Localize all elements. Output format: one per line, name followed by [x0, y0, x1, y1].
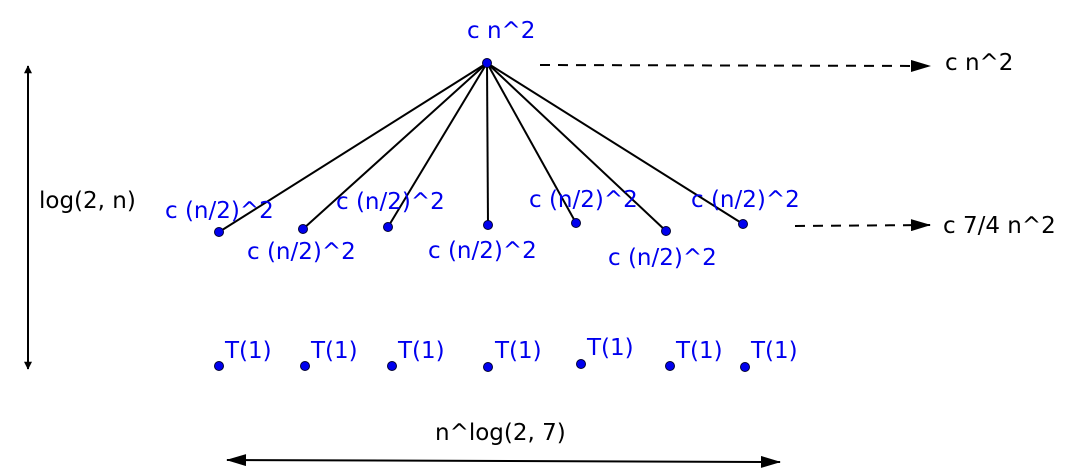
- height-label: log(2, n): [39, 188, 136, 214]
- leaf-node-2: [300, 361, 310, 371]
- children-level-cost-label: c 7/4 n^2: [943, 213, 1056, 239]
- width-arrow: [226, 454, 781, 468]
- leaf-label-1: T(1): [224, 338, 272, 364]
- edge-root-child-4: [486, 62, 489, 226]
- edge-root-child-7: [486, 62, 744, 225]
- leaf-label-5: T(1): [586, 335, 634, 361]
- child-node-5: [571, 218, 581, 228]
- child-node-3: [383, 222, 393, 232]
- leaf-label-4: T(1): [494, 338, 542, 364]
- child-node-7: [738, 219, 748, 229]
- root-label: c n^2: [467, 18, 535, 44]
- child-node-2: [298, 224, 308, 234]
- child-node-1: [214, 227, 224, 237]
- leaf-node-4: [483, 362, 493, 372]
- child-label-6: c (n/2)^2: [608, 245, 717, 271]
- leaf-node-7: [740, 362, 750, 372]
- child-label-3: c (n/2)^2: [336, 189, 445, 215]
- child-labels: c (n/2)^2 c (n/2)^2 c (n/2)^2 c (n/2)^2 …: [165, 187, 800, 271]
- child-node-6: [661, 226, 671, 236]
- edge-root-child-5: [486, 62, 577, 224]
- leaf-label-2: T(1): [310, 338, 358, 364]
- children-level-cost-arrow: [794, 219, 931, 232]
- child-label-1: c (n/2)^2: [165, 198, 274, 224]
- child-label-7: c (n/2)^2: [691, 187, 800, 213]
- child-label-4: c (n/2)^2: [428, 238, 537, 264]
- leaf-node-5: [576, 359, 586, 369]
- leaf-label-7: T(1): [750, 338, 798, 364]
- child-node-4: [483, 220, 493, 230]
- edge-root-child-3: [387, 62, 488, 228]
- edge-root-child-6: [486, 62, 667, 232]
- leaf-labels: T(1) T(1) T(1) T(1) T(1) T(1) T(1): [224, 335, 798, 364]
- root-level-cost-arrow: [539, 59, 931, 72]
- root-level-cost-label: c n^2: [945, 50, 1013, 76]
- child-label-5: c (n/2)^2: [529, 187, 638, 213]
- edge-root-child-2: [302, 62, 488, 230]
- leaf-node-3: [387, 361, 397, 371]
- child-nodes: [214, 218, 748, 237]
- leaf-node-1: [214, 361, 224, 371]
- edge-root-child-1: [218, 62, 488, 233]
- root-node: [482, 58, 492, 68]
- leaf-label-6: T(1): [675, 338, 723, 364]
- leaf-node-6: [665, 361, 675, 371]
- child-label-2: c (n/2)^2: [247, 239, 356, 265]
- tree-edges: [218, 62, 744, 233]
- width-label: n^log(2, 7): [435, 420, 566, 446]
- leaf-nodes: [214, 359, 750, 372]
- leaf-label-3: T(1): [397, 338, 445, 364]
